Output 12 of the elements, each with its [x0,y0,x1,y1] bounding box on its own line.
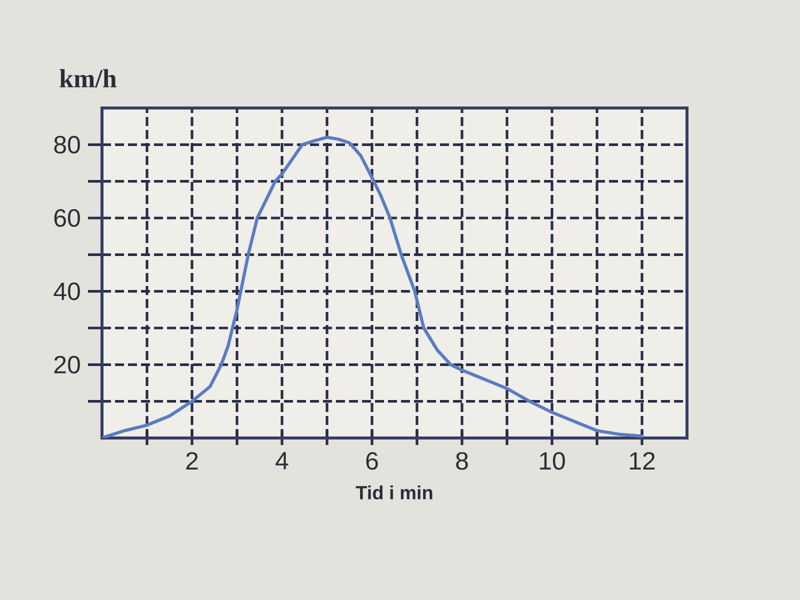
x-tick-label: 10 [540,452,565,470]
x-tick-label: 6 [366,452,378,470]
x-tick-label: 8 [456,452,468,470]
x-tick-label: 4 [276,452,288,470]
x-axis-title: Tid i min [356,485,432,500]
y-tick-label: 20 [54,356,80,374]
x-tick-label: 12 [630,452,655,470]
y-tick-label: 60 [54,209,80,227]
y-axis-title: km/h [60,69,116,88]
y-tick-label: 80 [54,136,80,154]
y-tick-label: 40 [54,282,80,300]
x-tick-label: 2 [186,452,198,470]
